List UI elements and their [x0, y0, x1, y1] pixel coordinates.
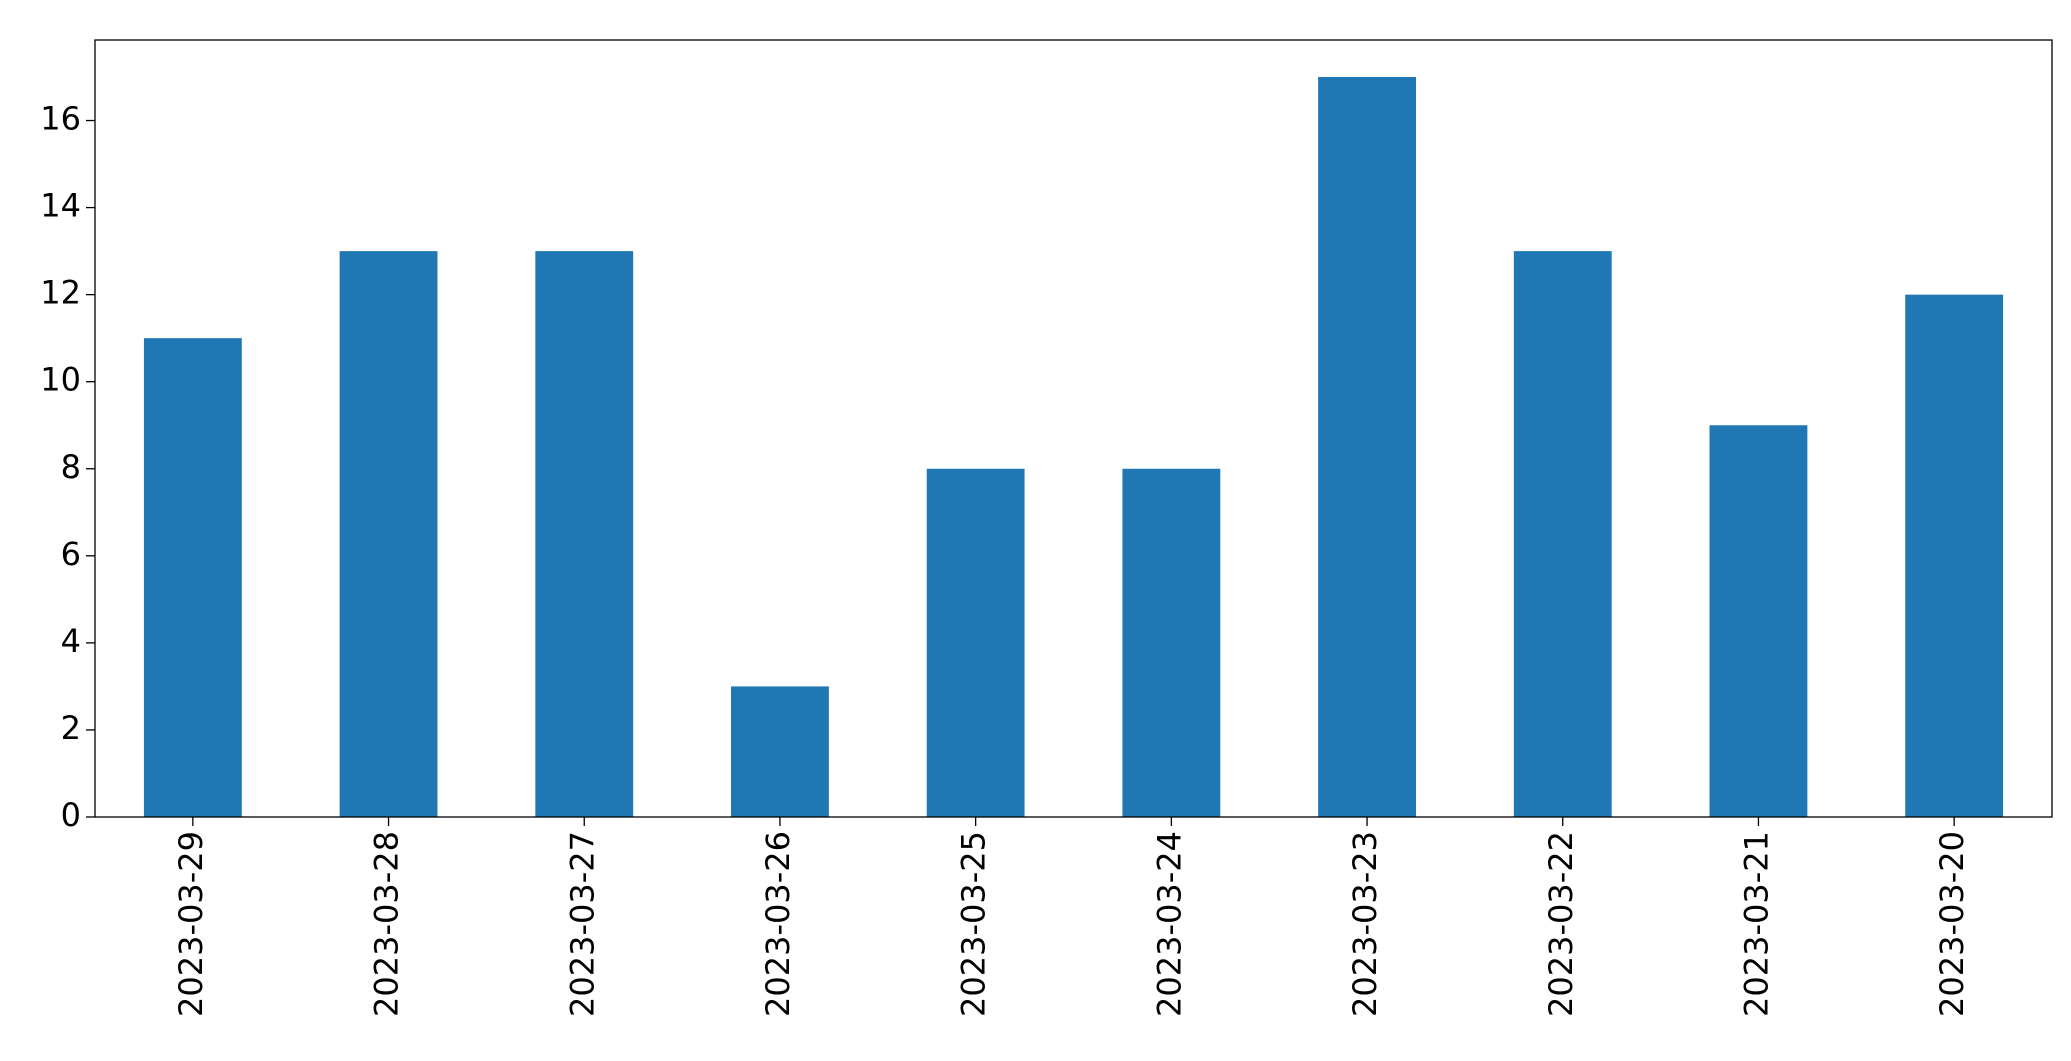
bar [1318, 77, 1416, 817]
bar [926, 468, 1025, 817]
x-tick-label: 2023-03-27 [563, 831, 601, 1017]
y-tick-label: 16 [40, 100, 81, 138]
bar [1513, 251, 1612, 817]
bar [1122, 468, 1221, 817]
y-tick-label: 8 [61, 448, 81, 486]
y-tick-label: 0 [61, 796, 81, 834]
y-tick-label: 10 [40, 361, 81, 399]
y-tick-label: 14 [40, 187, 81, 225]
y-tick-label: 2 [61, 709, 81, 747]
bar [1905, 294, 2004, 817]
y-tick-label: 12 [40, 274, 81, 312]
x-tick-label: 2023-03-21 [1737, 831, 1775, 1017]
x-tick-label: 2023-03-20 [1933, 831, 1971, 1017]
x-tick-label: 2023-03-25 [955, 831, 993, 1017]
x-tick-label: 2023-03-23 [1346, 831, 1384, 1017]
y-tick-label: 4 [61, 622, 81, 660]
bar [1709, 425, 1808, 817]
bar [339, 251, 438, 817]
plot-frame [94, 39, 2053, 818]
bar [731, 686, 829, 817]
x-tick-label: 2023-03-22 [1542, 831, 1580, 1017]
bar [535, 251, 634, 817]
bar [143, 338, 242, 817]
y-tick-label: 6 [61, 535, 81, 573]
x-tick-label: 2023-03-26 [759, 831, 797, 1017]
x-tick-label: 2023-03-24 [1150, 831, 1188, 1017]
x-tick-label: 2023-03-29 [172, 831, 210, 1017]
x-tick-label: 2023-03-28 [368, 831, 406, 1017]
